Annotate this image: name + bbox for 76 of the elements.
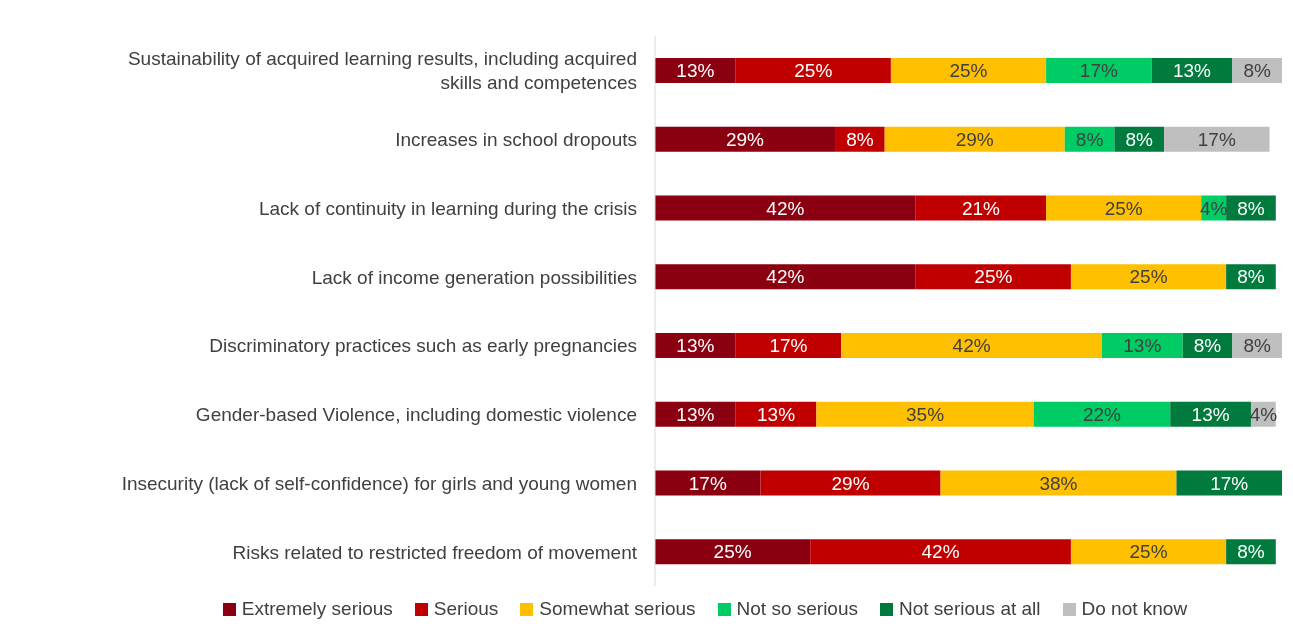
bar (655, 264, 916, 290)
data-label: 17% (1197, 128, 1236, 150)
data-label: 17% (1210, 472, 1249, 494)
bar (1070, 539, 1227, 565)
legend-label: Do not know (1081, 598, 1188, 620)
data-label: 42% (766, 266, 805, 288)
data-label: 13% (1172, 60, 1212, 81)
data-label: 42% (921, 541, 960, 563)
data-label: 8% (1237, 541, 1265, 563)
bar (655, 470, 761, 496)
data-label: 8% (1243, 335, 1271, 356)
bar (760, 470, 941, 496)
data-label: 13% (676, 60, 715, 81)
data-label: 25% (1129, 266, 1168, 288)
y-tick-label: Sustainability of acquired learning results, including acquired skills and competences (127, 47, 637, 93)
y-tick-label: Insecurity (lack of self-confidence) for girls and young women (121, 472, 637, 494)
bar (1176, 470, 1282, 496)
data-label: 8% (1237, 266, 1265, 288)
data-label: 8% (846, 128, 874, 150)
data-label: 25% (794, 60, 833, 81)
bar (816, 401, 1034, 427)
data-label: 8% (1125, 128, 1154, 150)
bar (735, 333, 842, 358)
y-tick-label: Lack of continuity in learning during the crisis (258, 197, 637, 219)
bar (1046, 58, 1152, 83)
legend-label: Extremely serious (241, 598, 393, 620)
data-label: 17% (769, 335, 808, 356)
data-label: 13% (1191, 403, 1230, 425)
bar (940, 470, 1177, 496)
data-label: 25% (1104, 197, 1143, 219)
y-tick-label: Gender-based Violence, including domestic violence (195, 403, 637, 425)
data-label: 29% (726, 128, 765, 150)
data-label: 8% (1193, 335, 1222, 356)
bar (915, 264, 1071, 290)
y-tick-label: Increases in school dropouts (395, 128, 637, 150)
data-label: 8% (1237, 197, 1265, 219)
bar (1070, 264, 1227, 290)
data-label: 25% (1129, 541, 1168, 563)
bar (884, 126, 1065, 152)
data-label: 17% (688, 472, 727, 494)
data-label: 25% (974, 266, 1013, 288)
y-tick-label: Lack of income generation possibilities (311, 266, 637, 288)
data-label: 21% (961, 197, 1001, 219)
bar (1046, 195, 1202, 221)
data-label: 13% (676, 335, 715, 356)
data-label: 42% (766, 197, 805, 219)
legend-label: Not serious at all (899, 598, 1041, 620)
data-label: 38% (1039, 472, 1078, 494)
legend-label: Serious (433, 598, 499, 620)
bar (915, 195, 1047, 221)
data-label: 25% (713, 541, 752, 563)
data-label: 13% (1123, 335, 1162, 356)
bar (735, 58, 891, 83)
bar (1164, 126, 1270, 152)
data-label: 25% (949, 60, 988, 81)
data-label: 29% (831, 472, 870, 494)
data-label: 35% (906, 403, 945, 425)
y-tick-label: Risks related to restricted freedom of movement (232, 541, 638, 563)
data-label: 17% (1079, 60, 1118, 81)
data-label: 8% (1075, 128, 1104, 150)
y-tick-label: Discriminatory practices such as early pregnancies (209, 334, 637, 356)
data-label: 8% (1243, 60, 1271, 81)
data-label: 13% (676, 403, 715, 425)
legend-label: Not so serious (736, 598, 859, 620)
bar (841, 333, 1102, 358)
bar (655, 126, 836, 152)
bar (890, 58, 1047, 83)
data-label: 13% (757, 403, 796, 425)
data-label: 22% (1082, 403, 1122, 425)
bar (655, 195, 916, 221)
legend-label: Somewhat serious (539, 598, 696, 620)
data-label: 42% (952, 335, 991, 356)
bar (810, 539, 1071, 565)
bar (1033, 401, 1171, 427)
bar (655, 539, 811, 565)
data-label: 29% (955, 128, 994, 150)
